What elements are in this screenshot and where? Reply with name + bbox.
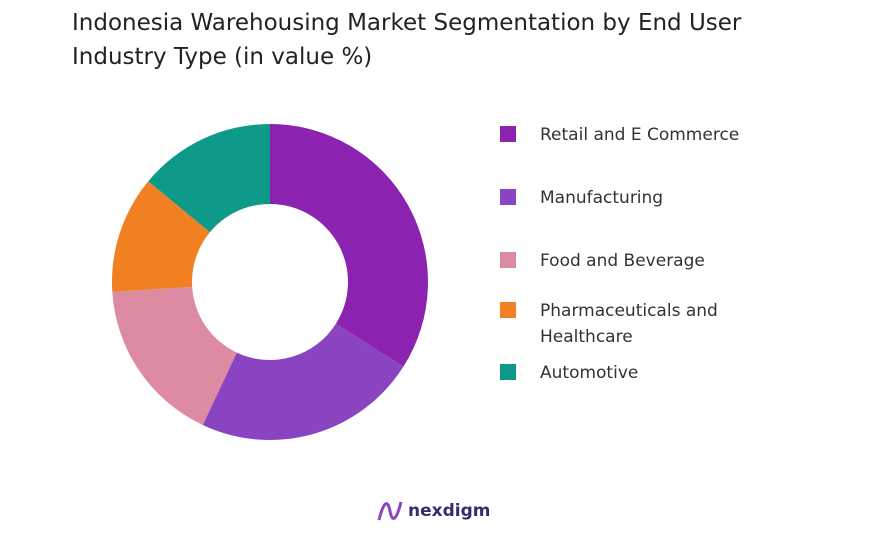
donut-slice (112, 286, 237, 425)
brand-name: nexdigm (408, 501, 491, 521)
legend-swatch (500, 364, 516, 380)
legend-item: Manufacturing (500, 185, 740, 211)
legend-label: Manufacturing (540, 188, 664, 208)
legend-swatch (500, 189, 516, 205)
legend-item: Food and Beverage (500, 248, 740, 274)
legend-item: Pharmaceuticals and Healthcare (500, 298, 740, 350)
legend-swatch (500, 302, 516, 318)
donut-slice (270, 124, 429, 367)
legend-label: Pharmaceuticals and Healthcare (540, 301, 718, 347)
donut-slice (202, 323, 404, 440)
legend-label: Retail and E Commerce (540, 125, 740, 145)
legend-swatch (500, 126, 516, 142)
donut-slice (148, 124, 270, 233)
brand-logo (377, 501, 403, 521)
legend-item: Automotive (500, 360, 740, 386)
legend-item: Retail and E Commerce (500, 122, 740, 148)
legend-label: Food and Beverage (540, 251, 705, 271)
legend-swatch (500, 252, 516, 268)
chart-title: Indonesia Warehousing Market Segmentatio… (72, 10, 742, 70)
legend-label: Automotive (540, 363, 639, 383)
donut-slice (112, 181, 210, 292)
brand: nexdigm (376, 498, 490, 524)
